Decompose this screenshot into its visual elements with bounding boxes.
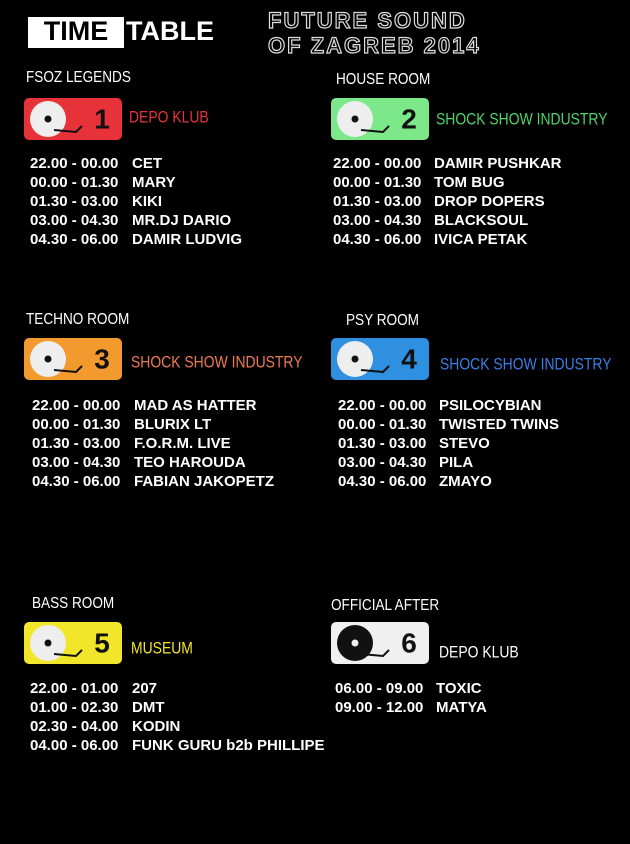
room-number: 3 <box>94 343 110 374</box>
slot-time: 03.00 - 04.30 <box>338 454 426 471</box>
slot-time: 01.30 - 03.00 <box>333 193 421 210</box>
slot-time: 03.00 - 04.30 <box>30 212 118 229</box>
tone-arm <box>360 125 390 134</box>
slot-time: 03.00 - 04.30 <box>333 212 421 229</box>
slot-artist: STEVO <box>439 435 490 452</box>
slot-time: 22.00 - 01.00 <box>30 680 118 697</box>
venue: SHOCK SHOW INDUSTRY <box>131 353 303 372</box>
slot-time: 04.30 - 06.00 <box>333 231 421 248</box>
venue: SHOCK SHOW INDUSTRY <box>440 355 612 374</box>
slot-time: 00.00 - 01.30 <box>32 416 120 433</box>
slot-artist: DAMIR LUDVIG <box>132 231 242 248</box>
slot-artist: DAMIR PUSHKAR <box>434 155 562 172</box>
slot-artist: KODIN <box>132 718 180 735</box>
room-number: 2 <box>401 103 417 134</box>
slot-artist: MR.DJ DARIO <box>132 212 232 229</box>
slot-artist: DROP DOPERS <box>434 193 545 210</box>
slot-time: 01.30 - 03.00 <box>30 193 118 210</box>
slot-artist: TOM BUG <box>434 174 505 191</box>
logo-right: TABLE <box>126 16 214 46</box>
slot-time: 22.00 - 00.00 <box>333 155 421 172</box>
room-label: OFFICIAL AFTER <box>331 597 439 614</box>
slot-artist: FUNK GURU b2b PHILLIPE <box>132 737 325 754</box>
record-center <box>44 639 52 647</box>
logo-box <box>28 17 124 48</box>
slot-time: 03.00 - 04.30 <box>32 454 120 471</box>
slot-artist: MATYA <box>436 699 487 716</box>
slot-artist: ZMAYO <box>439 473 492 490</box>
slot-artist: TEO HAROUDA <box>134 454 246 471</box>
slot-time: 01.30 - 03.00 <box>32 435 120 452</box>
slot-time: 04.00 - 06.00 <box>30 737 118 754</box>
record-center <box>44 355 52 363</box>
record-center <box>351 355 359 363</box>
venue: DEPO KLUB <box>129 108 209 127</box>
room-label: FSOZ LEGENDS <box>26 69 131 86</box>
slot-time: 00.00 - 01.30 <box>30 174 118 191</box>
slot-time: 04.30 - 06.00 <box>32 473 120 490</box>
room-label: HOUSE ROOM <box>336 71 430 88</box>
slot-artist: F.O.R.M. LIVE <box>134 435 231 452</box>
venue: DEPO KLUB <box>439 643 519 662</box>
tone-arm <box>53 649 83 658</box>
slot-artist: MAD AS HATTER <box>134 397 257 414</box>
slot-time: 06.00 - 09.00 <box>335 680 423 697</box>
tone-arm <box>53 125 83 134</box>
title-line: FUTURE SOUND <box>268 8 467 33</box>
slot-artist: FABIAN JAKOPETZ <box>134 473 274 490</box>
slot-time: 22.00 - 00.00 <box>338 397 426 414</box>
title-line: OF ZAGREB 2014 <box>268 33 481 58</box>
slot-time: 00.00 - 01.30 <box>333 174 421 191</box>
slot-time: 04.30 - 06.00 <box>30 231 118 248</box>
tone-arm <box>360 649 390 658</box>
logo-left: TIME <box>44 16 109 46</box>
slot-time: 09.00 - 12.00 <box>335 699 423 716</box>
room-number: 6 <box>401 627 417 658</box>
room-label: TECHNO ROOM <box>26 311 129 328</box>
slot-artist: BLACKSOUL <box>434 212 528 229</box>
room-number: 5 <box>94 627 110 658</box>
slot-artist: BLURIX LT <box>134 416 211 433</box>
record-center <box>351 115 359 123</box>
slot-artist: MARY <box>132 174 176 191</box>
venue: SHOCK SHOW INDUSTRY <box>436 110 608 129</box>
room-label: PSY ROOM <box>346 312 419 329</box>
slot-time: 04.30 - 06.00 <box>338 473 426 490</box>
slot-time: 00.00 - 01.30 <box>338 416 426 433</box>
slot-artist: 207 <box>132 680 157 697</box>
slot-artist: IVICA PETAK <box>434 231 528 248</box>
slot-artist: PSILOCYBIAN <box>439 397 542 414</box>
slot-time: 22.00 - 00.00 <box>30 155 118 172</box>
record-center <box>44 115 52 123</box>
slot-artist: TWISTED TWINS <box>439 416 559 433</box>
slot-time: 01.00 - 02.30 <box>30 699 118 716</box>
slot-artist: DMT <box>132 699 165 716</box>
room-number: 1 <box>94 103 110 134</box>
venue: MUSEUM <box>131 639 193 658</box>
tone-arm <box>360 365 390 374</box>
room-label: BASS ROOM <box>32 595 114 612</box>
slot-artist: CET <box>132 155 162 172</box>
slot-time: 02.30 - 04.00 <box>30 718 118 735</box>
slot-artist: TOXIC <box>436 680 482 697</box>
slot-artist: PILA <box>439 454 473 471</box>
slot-time: 01.30 - 03.00 <box>338 435 426 452</box>
room-number: 4 <box>401 343 417 374</box>
slot-artist: KIKI <box>132 193 162 210</box>
slot-time: 22.00 - 00.00 <box>32 397 120 414</box>
record-center <box>351 639 359 647</box>
tone-arm <box>53 365 83 374</box>
